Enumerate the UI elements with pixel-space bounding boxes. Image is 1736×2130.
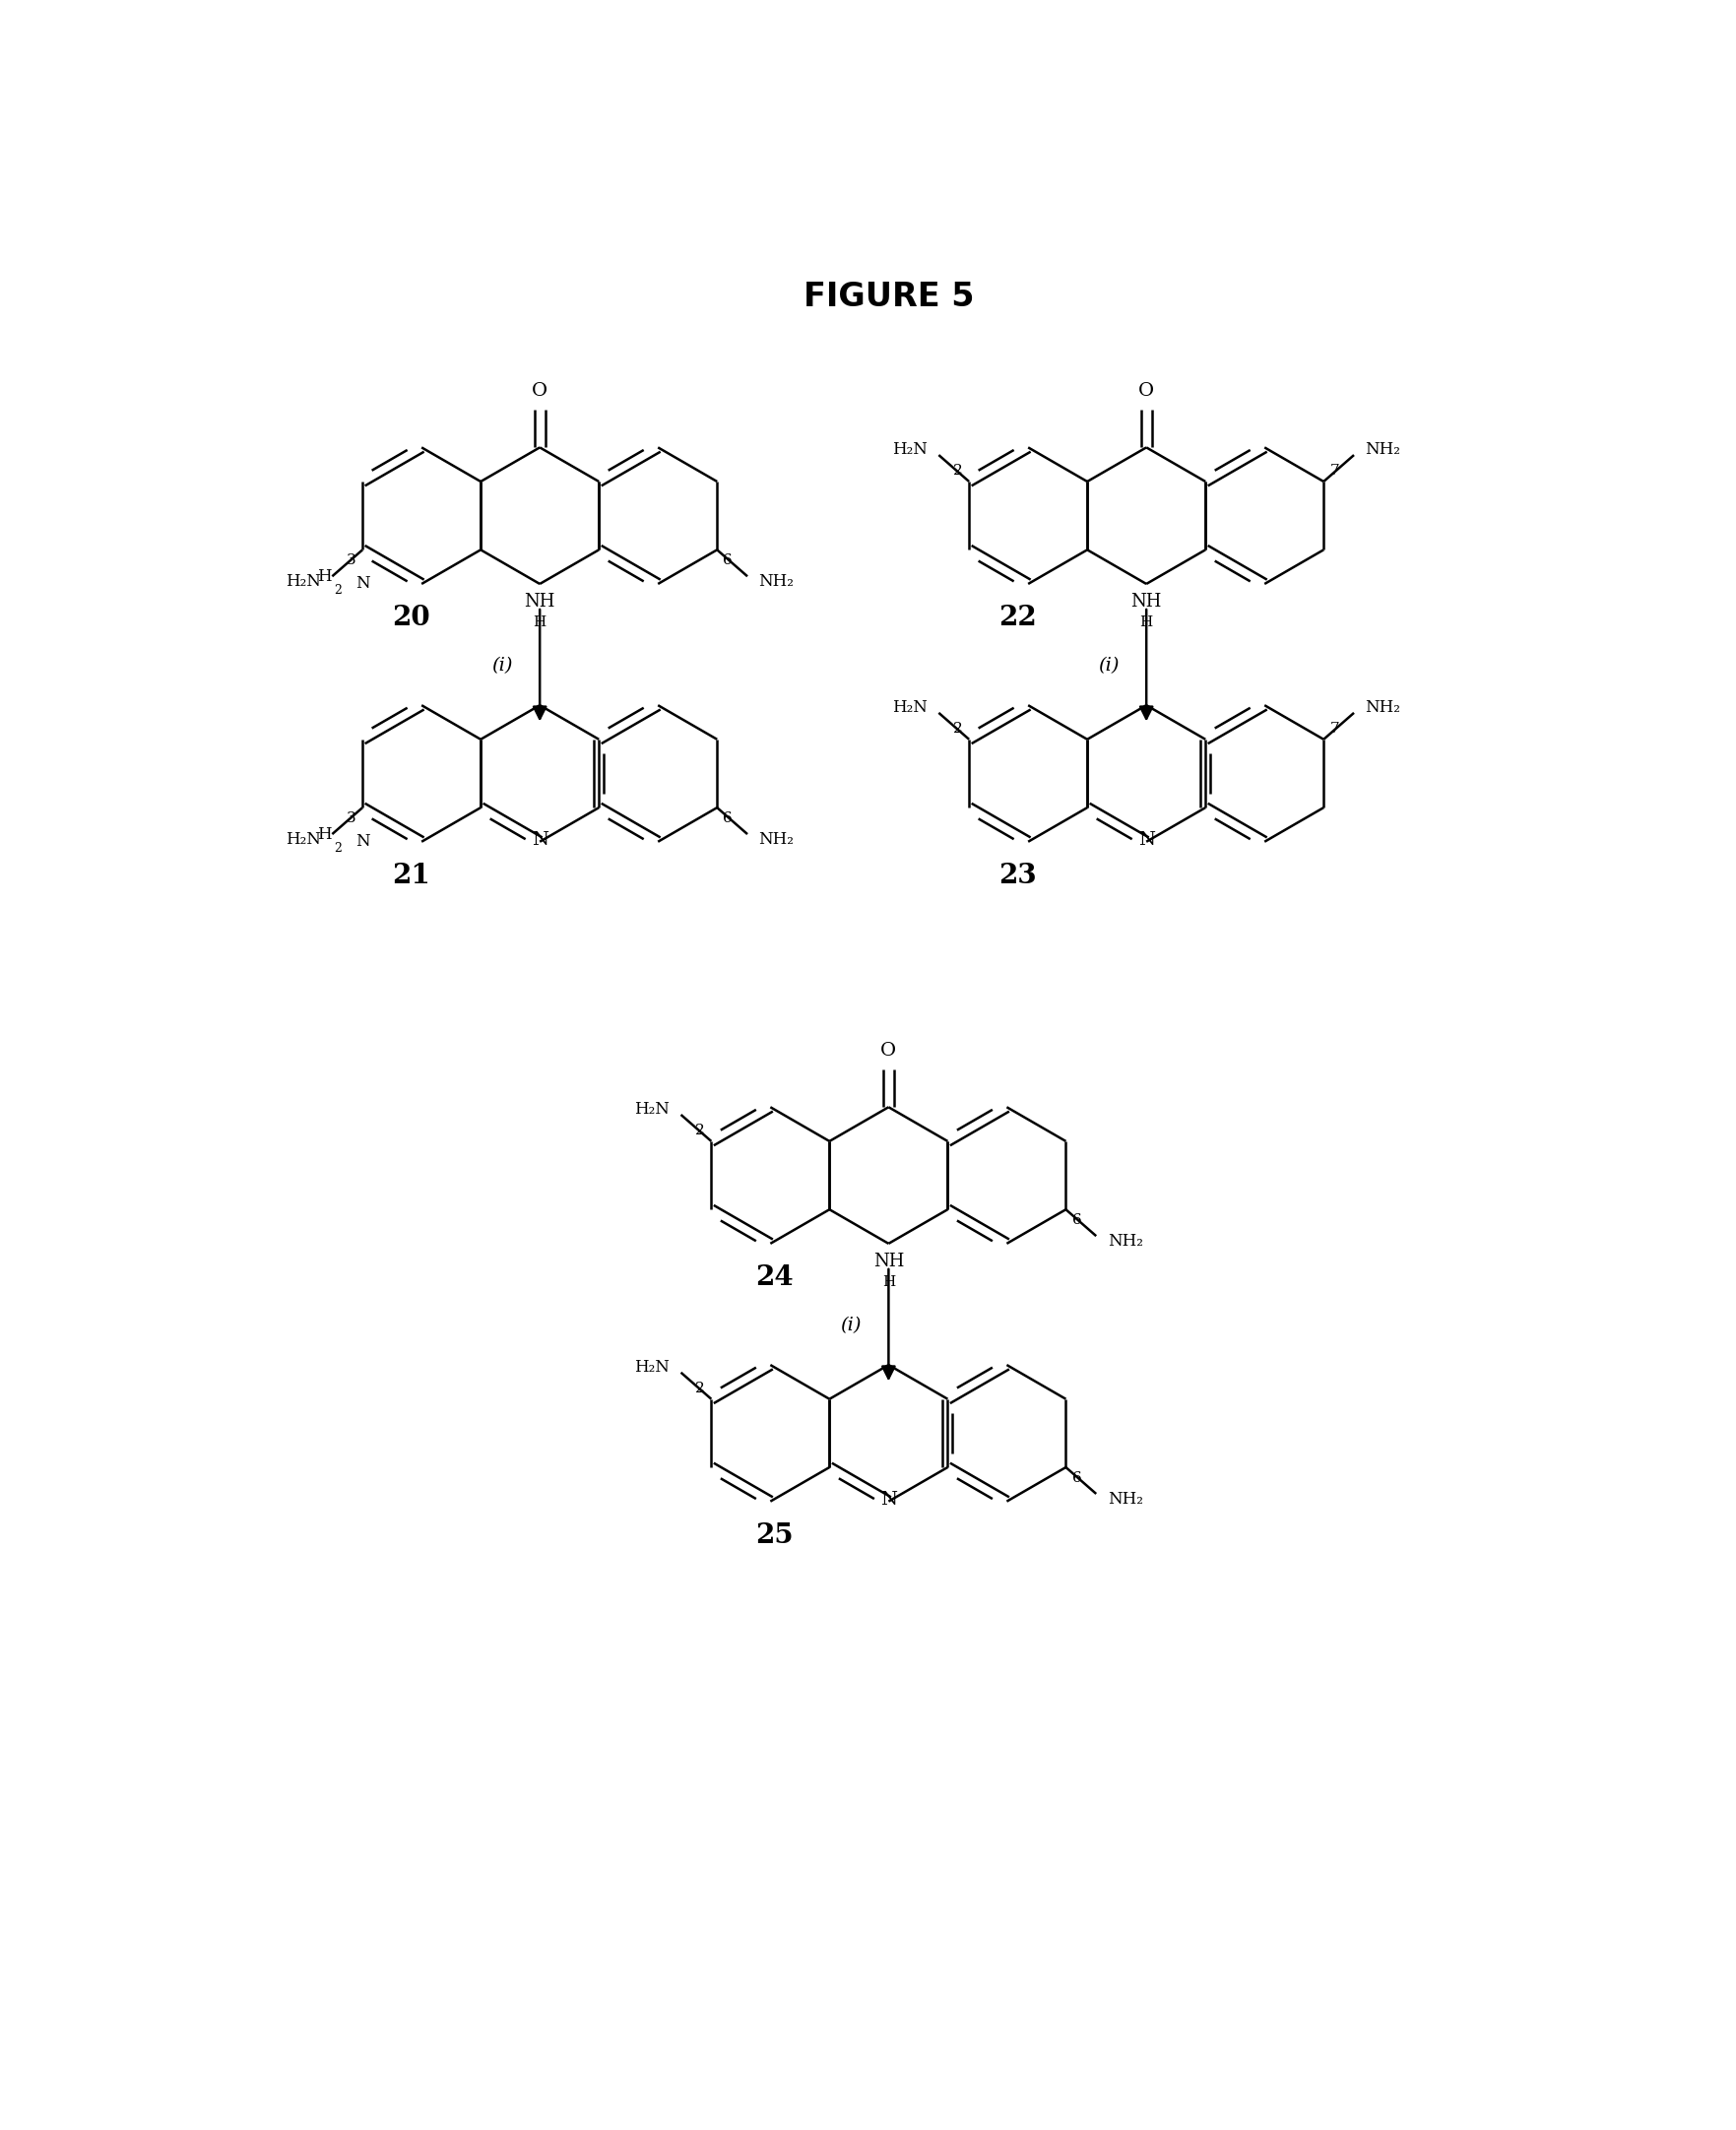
Text: 6: 6 <box>1071 1472 1082 1485</box>
Text: NH₂: NH₂ <box>1364 441 1401 458</box>
Text: 22: 22 <box>998 605 1036 630</box>
Text: 6: 6 <box>1071 1214 1082 1227</box>
Text: 7: 7 <box>1330 464 1338 477</box>
Text: N: N <box>356 833 370 850</box>
Text: NH₂: NH₂ <box>759 573 793 590</box>
Text: (i): (i) <box>840 1316 861 1333</box>
Text: 2: 2 <box>696 1382 705 1395</box>
Text: 20: 20 <box>392 605 431 630</box>
Text: H₂N: H₂N <box>285 831 321 848</box>
Text: 2: 2 <box>953 722 963 735</box>
Text: 2: 2 <box>953 464 963 477</box>
Text: (i): (i) <box>1097 656 1120 675</box>
Text: NH: NH <box>1130 592 1161 611</box>
Text: H: H <box>533 616 547 630</box>
Text: O: O <box>531 381 549 400</box>
Text: 3: 3 <box>347 554 356 567</box>
Text: 7: 7 <box>1330 722 1338 735</box>
Text: N: N <box>880 1491 898 1508</box>
Text: H: H <box>318 826 332 843</box>
Text: 2: 2 <box>696 1125 705 1137</box>
Text: N: N <box>531 831 549 850</box>
Text: NH₂: NH₂ <box>1108 1233 1142 1250</box>
Text: 24: 24 <box>755 1265 793 1291</box>
Text: H₂N: H₂N <box>634 1359 670 1376</box>
Text: O: O <box>880 1042 896 1059</box>
Text: 2: 2 <box>335 841 342 854</box>
Text: O: O <box>1139 381 1154 400</box>
Text: NH₂: NH₂ <box>759 831 793 848</box>
Text: (i): (i) <box>491 656 512 675</box>
Text: NH: NH <box>524 592 556 611</box>
Text: 23: 23 <box>998 863 1036 888</box>
Text: H: H <box>882 1276 896 1289</box>
Text: 3: 3 <box>347 812 356 824</box>
Text: N: N <box>356 575 370 592</box>
Text: NH₂: NH₂ <box>1364 699 1401 716</box>
Text: 6: 6 <box>724 554 733 567</box>
Text: H₂N: H₂N <box>892 441 927 458</box>
Text: 6: 6 <box>724 812 733 824</box>
Text: H: H <box>318 569 332 586</box>
Text: 21: 21 <box>392 863 431 888</box>
Text: H₂N: H₂N <box>285 573 321 590</box>
Text: FIGURE 5: FIGURE 5 <box>804 281 974 313</box>
Text: 2: 2 <box>335 584 342 596</box>
Text: NH₂: NH₂ <box>1108 1491 1142 1508</box>
Text: 25: 25 <box>755 1523 793 1549</box>
Text: NH: NH <box>873 1252 904 1269</box>
Text: H: H <box>1141 616 1153 630</box>
Text: H₂N: H₂N <box>892 699 927 716</box>
Text: H₂N: H₂N <box>634 1101 670 1118</box>
Text: N: N <box>1139 831 1154 850</box>
